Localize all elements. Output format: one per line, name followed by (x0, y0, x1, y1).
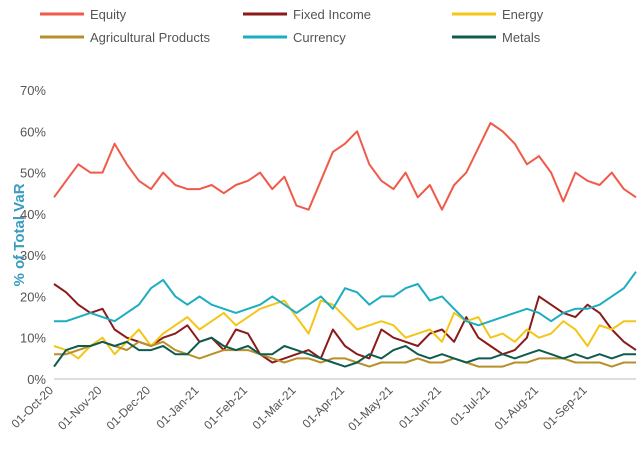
y-tick-label: 40% (20, 207, 46, 222)
y-tick-label: 0% (27, 372, 46, 387)
x-tick-label: 01-Apr-21 (299, 383, 347, 431)
x-tick-label: 01-Feb-21 (201, 383, 250, 432)
x-tick-label: 01-Oct-20 (8, 383, 56, 431)
x-tick-label: 01-Jun-21 (396, 383, 444, 431)
legend-label: Metals (502, 30, 541, 45)
x-tick-label: 01-Mar-21 (250, 383, 299, 432)
x-tick-label: 01-Dec-20 (104, 383, 154, 433)
x-tick-label: 01-Aug-21 (492, 383, 542, 433)
x-tick-label: 01-Nov-20 (55, 383, 105, 433)
series-line (53, 336, 636, 368)
x-tick-label: 01-Sep-21 (540, 383, 590, 433)
y-tick-label: 10% (20, 331, 46, 346)
y-axis-label: % of Total VaR (11, 183, 28, 286)
x-tick-label: 01-May-21 (345, 383, 396, 434)
x-tick-label: 01-Jul-21 (447, 383, 493, 429)
legend-label: Energy (502, 7, 544, 22)
y-tick-label: 30% (20, 248, 46, 263)
x-tick-label: 01-Jan-21 (154, 383, 202, 431)
y-tick-label: 60% (20, 124, 46, 139)
series-line (54, 271, 637, 327)
y-tick-label: 70% (20, 83, 46, 98)
legend-label: Agricultural Products (90, 30, 210, 45)
legend-label: Currency (293, 30, 346, 45)
legend-label: Equity (90, 7, 127, 22)
legend-label: Fixed Income (293, 7, 371, 22)
y-tick-label: 50% (20, 166, 46, 181)
series-line (53, 122, 637, 211)
y-tick-label: 20% (20, 289, 46, 304)
series-line (54, 340, 636, 368)
